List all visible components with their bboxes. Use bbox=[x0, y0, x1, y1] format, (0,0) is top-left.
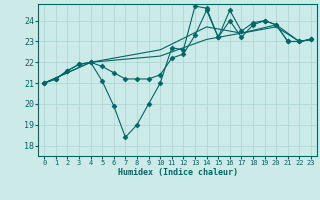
X-axis label: Humidex (Indice chaleur): Humidex (Indice chaleur) bbox=[118, 168, 238, 177]
